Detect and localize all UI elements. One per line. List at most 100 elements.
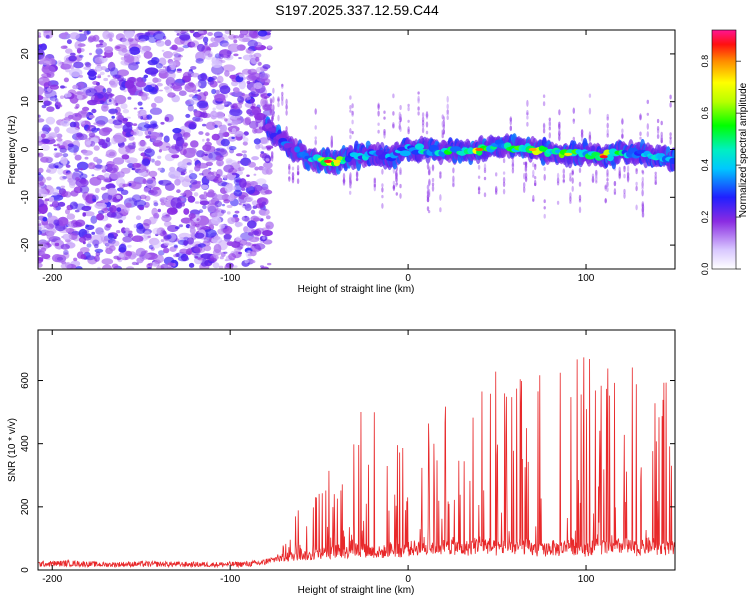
streak-cell	[392, 93, 395, 99]
noise-cell	[151, 207, 158, 217]
noise-cell	[43, 30, 54, 39]
noise-cell	[248, 72, 261, 81]
streak-cell	[626, 172, 630, 176]
noise-cell	[111, 115, 115, 119]
spectrogram-y-label: Frequency (Hz)	[7, 116, 18, 185]
streak-cell	[441, 129, 444, 133]
noise-cell	[194, 256, 199, 259]
streak-cell	[477, 186, 481, 191]
noise-cell	[127, 96, 132, 100]
noise-cell	[216, 75, 224, 84]
noise-cell	[106, 87, 112, 93]
streak-cell	[571, 177, 574, 184]
noise-cell	[212, 262, 220, 269]
noise-cell	[165, 86, 173, 94]
noise-cell	[188, 94, 195, 98]
noise-cell	[224, 70, 230, 77]
noise-cell	[125, 250, 133, 257]
noise-cell	[47, 81, 52, 87]
streak-cell	[604, 197, 607, 204]
noise-cell	[98, 39, 104, 43]
streak-cell	[532, 162, 535, 168]
noise-cell	[246, 96, 251, 100]
streak-cell	[446, 112, 449, 116]
streak-cell	[532, 174, 535, 178]
streak-cell	[502, 171, 506, 175]
noise-cell	[196, 162, 209, 169]
noise-cell	[231, 136, 235, 140]
noise-cell	[253, 217, 261, 222]
noise-cell	[215, 111, 225, 119]
noise-cell	[79, 173, 88, 179]
streak-cell	[595, 171, 598, 176]
y-tick-label: 20	[20, 48, 31, 60]
noise-cell	[242, 37, 251, 43]
noise-cell	[74, 40, 82, 50]
noise-cell	[185, 100, 192, 105]
noise-cell	[186, 162, 192, 166]
streak-cell	[532, 169, 535, 176]
streak-cell	[548, 126, 551, 131]
noise-cell	[83, 234, 92, 241]
noise-cell	[76, 47, 82, 54]
noise-cell	[231, 128, 237, 134]
noise-cell	[108, 37, 113, 42]
noise-cell	[224, 104, 229, 108]
noise-cell	[109, 78, 119, 87]
noise-cell	[38, 199, 45, 208]
streak-cell	[381, 183, 384, 188]
noise-cell	[188, 173, 198, 180]
streak-cell	[646, 123, 649, 130]
streak-cell	[635, 168, 638, 172]
streak-cell	[623, 173, 626, 179]
noise-cell	[198, 131, 204, 135]
noise-cell	[191, 89, 198, 94]
noise-cell	[102, 88, 107, 93]
noise-cell	[168, 61, 177, 68]
noise-cell	[112, 157, 125, 165]
noise-cell	[72, 221, 83, 228]
noise-cell	[129, 92, 135, 96]
ridge-peak	[528, 147, 537, 152]
noise-cell	[246, 30, 254, 34]
noise-cell	[172, 127, 182, 134]
noise-cell	[190, 246, 201, 253]
streak-cell	[524, 164, 528, 169]
noise-cell	[202, 36, 209, 43]
noise-cell	[68, 232, 78, 240]
streak-cell	[495, 191, 498, 195]
noise-cell	[116, 230, 121, 234]
noise-cell	[153, 202, 159, 207]
streak-cell	[511, 163, 515, 167]
noise-cell	[99, 231, 105, 239]
streak-cell	[569, 192, 572, 199]
noise-cell	[188, 121, 197, 129]
noise-cell	[233, 53, 239, 57]
streak-cell	[548, 117, 551, 122]
noise-cell	[150, 186, 162, 197]
noise-cell	[66, 171, 74, 180]
noise-cell	[227, 123, 232, 126]
streak-cell	[351, 119, 354, 125]
noise-cell	[53, 144, 57, 147]
noise-cell	[214, 124, 218, 129]
streak-cell	[578, 167, 582, 174]
noise-cell	[182, 71, 192, 81]
noise-cell	[180, 253, 189, 262]
noise-cell	[238, 202, 242, 206]
noise-cell	[132, 123, 138, 126]
noise-cell	[63, 249, 69, 255]
streak-cell	[635, 181, 638, 186]
noise-cell	[57, 201, 66, 207]
streak-cell	[558, 109, 561, 116]
noise-cell	[60, 185, 66, 188]
noise-cell	[48, 127, 52, 132]
noise-cell	[118, 243, 127, 253]
noise-cell	[190, 187, 196, 192]
streak-cell	[641, 170, 645, 175]
noise-cell	[176, 68, 182, 73]
noise-cell	[49, 84, 60, 90]
noise-cell	[203, 91, 209, 97]
noise-cell	[248, 236, 260, 243]
